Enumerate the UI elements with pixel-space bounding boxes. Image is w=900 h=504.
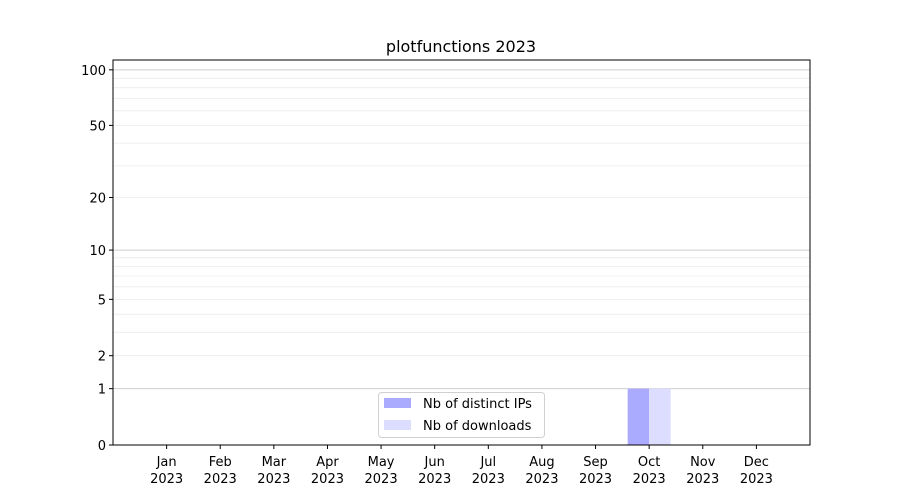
x-tick-label-year: 2023 [740, 472, 773, 487]
x-tick-label-year: 2023 [204, 472, 237, 487]
x-tick-label-month: Jan [156, 455, 177, 470]
x-tick-label-month: Jul [479, 455, 496, 470]
x-tick-label-year: 2023 [633, 472, 666, 487]
x-tick-label-month: Aug [529, 455, 554, 470]
x-tick-label-year: 2023 [525, 472, 558, 487]
y-tick-label: 100 [81, 64, 106, 79]
x-tick-label-month: Mar [262, 455, 287, 470]
x-tick-label-month: Apr [316, 455, 339, 470]
chart-title: plotfunctions 2023 [386, 37, 536, 56]
legend-swatch [384, 398, 411, 408]
x-tick-label-year: 2023 [311, 472, 344, 487]
legend-box [378, 392, 545, 438]
x-tick-label-year: 2023 [418, 472, 451, 487]
y-tick-label: 10 [89, 244, 106, 259]
x-tick-label-year: 2023 [472, 472, 505, 487]
x-tick-label-year: 2023 [150, 472, 183, 487]
y-tick-label: 0 [98, 439, 106, 454]
x-tick-label-year: 2023 [579, 472, 612, 487]
x-tick-label-month: Oct [638, 455, 660, 470]
x-tick-label-year: 2023 [686, 472, 719, 487]
x-tick-label-month: Dec [744, 455, 769, 470]
legend-label: Nb of downloads [423, 419, 532, 434]
y-tick-label: 20 [89, 192, 106, 207]
y-tick-label: 5 [98, 293, 106, 308]
x-tick-label-month: Jun [424, 455, 445, 470]
x-tick-label-year: 2023 [365, 472, 398, 487]
bar-downloads [649, 388, 671, 445]
bar-distinct-ips [627, 388, 650, 445]
x-tick-label-month: Feb [209, 455, 232, 470]
x-tick-label-year: 2023 [257, 472, 290, 487]
y-tick-label: 2 [98, 350, 106, 365]
y-tick-label: 1 [98, 383, 106, 398]
plot-frame [112, 59, 811, 446]
y-tick-label: 50 [89, 119, 106, 134]
legend-swatch [384, 420, 411, 430]
x-tick-label-month: Sep [583, 455, 608, 470]
x-tick-label-month: Nov [690, 455, 716, 470]
legend-label: Nb of distinct IPs [423, 397, 532, 412]
x-tick-label-month: May [368, 455, 395, 470]
